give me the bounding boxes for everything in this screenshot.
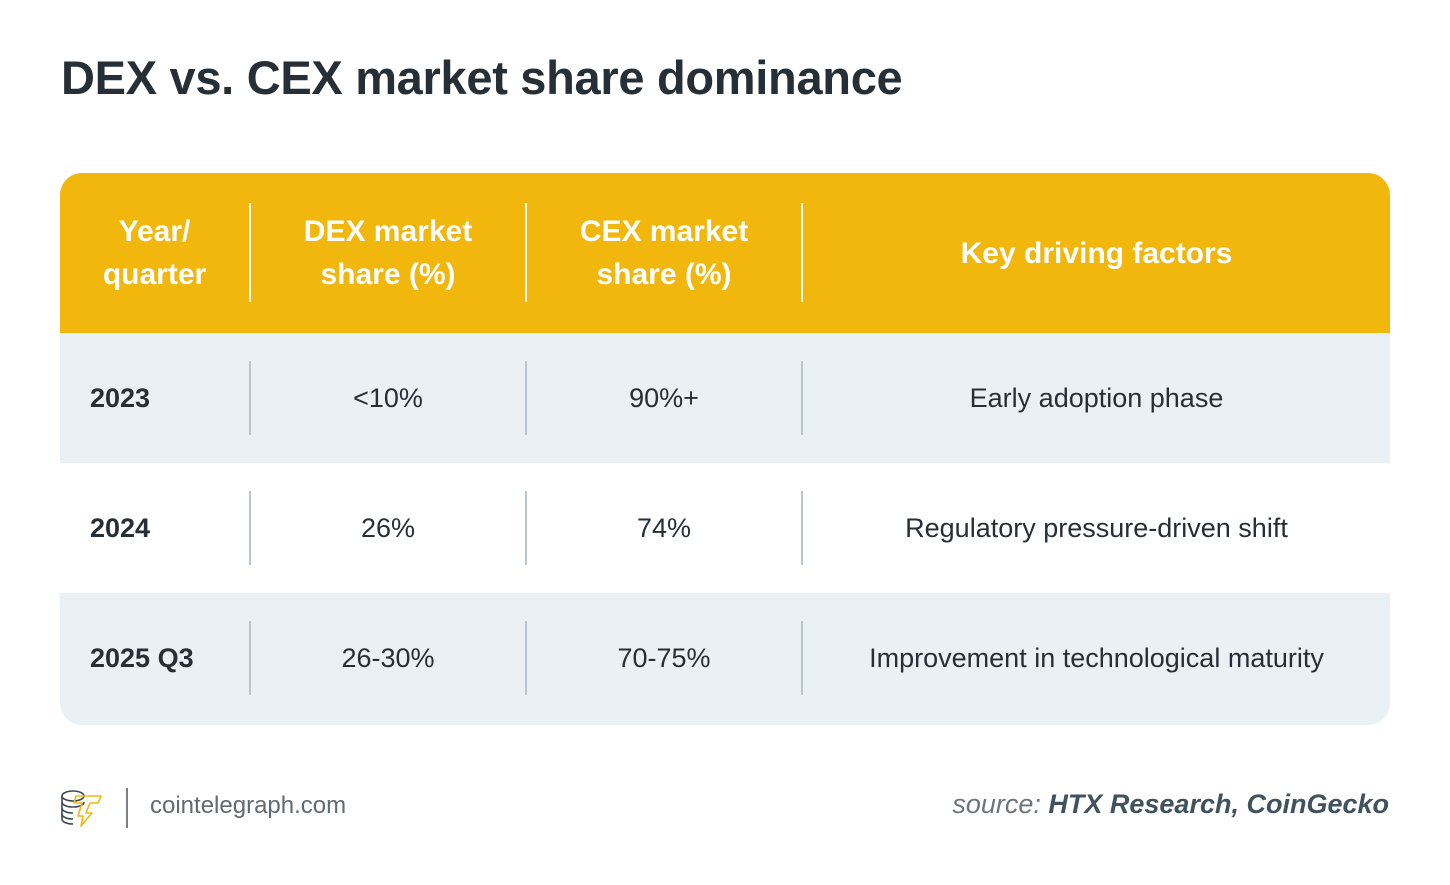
page-title: DEX vs. CEX market share dominance <box>61 51 903 104</box>
header-divider <box>801 203 803 302</box>
header-dex-share: DEX market share (%) <box>251 173 525 333</box>
table-row: 2024 26% 74% Regulatory pressure-driven … <box>60 463 1390 593</box>
row-divider <box>801 621 803 695</box>
table-row: 2023 <10% 90%+ Early adoption phase <box>60 333 1390 463</box>
header-text: quarter <box>102 258 207 291</box>
header-text: Year/ <box>118 215 191 248</box>
cell-period: 2023 <box>90 382 151 413</box>
cell-cex-share: 74% <box>636 512 692 543</box>
row-divider <box>525 621 527 695</box>
row-divider <box>249 621 251 695</box>
cell-dex-share: <10% <box>353 382 423 413</box>
cell-dex-share: 26-30% <box>341 642 435 673</box>
header-year-quarter: Year/quarter <box>60 173 249 333</box>
header-divider <box>249 203 251 302</box>
row-divider <box>801 491 803 565</box>
cell-factor: Early adoption phase <box>969 382 1224 413</box>
row-divider <box>801 361 803 435</box>
row-divider <box>249 361 251 435</box>
table-row: 2025 Q3 26-30% 70-75% Improvement in tec… <box>60 593 1390 725</box>
row-divider <box>249 491 251 565</box>
cell-factor: Improvement in technological maturity <box>869 642 1324 673</box>
row-divider <box>525 361 527 435</box>
cell-cex-share: 70-75% <box>617 642 711 673</box>
source-prefix: source: <box>952 789 1041 819</box>
site-link[interactable]: cointelegraph.com <box>150 792 347 819</box>
header-text: share (%) <box>320 258 456 291</box>
table-header: Year/quarter DEX market share (%) CEX mar… <box>60 173 1390 333</box>
source-names: HTX Research, CoinGecko <box>1048 789 1389 819</box>
cell-factor: Regulatory pressure-driven shift <box>905 512 1288 543</box>
market-share-table: Year/quarter DEX market share (%) CEX mar… <box>60 173 1390 725</box>
footer-divider <box>126 788 128 828</box>
cointelegraph-logo-icon <box>61 790 102 827</box>
cell-dex-share: 26% <box>360 512 416 543</box>
cell-period: 2024 <box>90 512 151 543</box>
header-text: share (%) <box>596 258 732 291</box>
header-text: Key driving factors <box>960 236 1233 270</box>
header-cex-share: CEX market share (%) <box>527 173 801 333</box>
header-key-factors: Key driving factors <box>803 173 1390 333</box>
header-divider <box>525 203 527 302</box>
header-text: DEX market <box>303 215 473 248</box>
cell-period: 2025 Q3 <box>90 642 194 673</box>
cell-cex-share: 90%+ <box>629 382 699 413</box>
header-text: CEX market <box>579 215 749 248</box>
row-divider <box>525 491 527 565</box>
source-credit: source: HTX Research, CoinGecko <box>952 789 1389 820</box>
